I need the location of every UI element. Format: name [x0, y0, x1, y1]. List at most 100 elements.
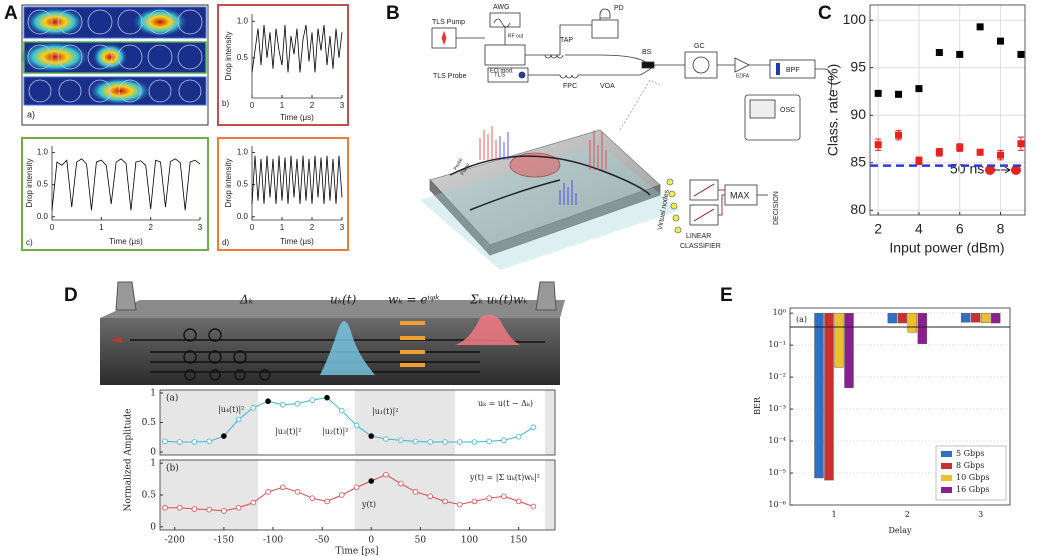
legend-label: 5 Gbps: [956, 449, 984, 458]
data-point: [456, 501, 463, 508]
x-tick-label: 1: [831, 510, 836, 519]
annotation: uₖ = u(t − Δₖ): [478, 399, 533, 408]
data-point: [412, 489, 419, 495]
data-point: [235, 416, 242, 423]
data-point: [368, 478, 375, 484]
y-tick-label: 10⁻⁵: [768, 468, 786, 477]
y-tick-label: 10⁻¹: [768, 340, 786, 349]
axes: [251, 14, 342, 99]
x-tick-label: 3: [198, 223, 203, 232]
data-point: [456, 439, 463, 445]
panel-label: B: [386, 3, 400, 24]
data-point: [471, 498, 478, 505]
data-point: [442, 439, 448, 445]
annotation: |u₂(t)|²: [322, 427, 348, 436]
data-point: [486, 438, 492, 445]
legend-label: 8 Gbps: [956, 461, 984, 470]
diagram-label: OSC: [780, 107, 795, 114]
y-tick-label: 0: [150, 522, 156, 532]
plot-tag: d): [222, 238, 229, 247]
x-tick-label: 2: [310, 223, 315, 232]
data-point: [383, 471, 389, 478]
equation-label: Δₖ: [239, 293, 254, 307]
x-axis-label: Delay: [889, 526, 912, 535]
data-point: [265, 398, 271, 405]
y-tick-label: 10⁻²: [768, 372, 786, 381]
annotation: y(t) = |Σ uₖ(t)wₖ|²: [469, 473, 540, 482]
plot-tag: c): [26, 238, 33, 247]
y-tick-label: 0.5: [142, 418, 157, 428]
diagram-label: TLS Probe: [433, 73, 467, 80]
data-point: [176, 504, 183, 511]
data-point: [338, 407, 345, 414]
diagram-label: Pump: [460, 162, 472, 177]
data-point: [206, 506, 212, 513]
y-tick-label: 1.0: [237, 148, 249, 157]
x-tick-label: 100: [461, 536, 478, 546]
data-point: [1017, 140, 1025, 148]
legend-swatch: [941, 487, 952, 493]
data-point: [250, 404, 257, 411]
data-point: [997, 151, 1005, 159]
data-point: [895, 131, 903, 139]
x-tick-label: -100: [263, 536, 283, 546]
y-tick-label: 10⁰: [773, 308, 786, 317]
data-point: [250, 499, 257, 506]
data-point: [162, 438, 168, 445]
data-point: [221, 433, 227, 439]
data-point: [412, 438, 419, 445]
equation-label: Σₖ uₖ(t)wₖ: [469, 293, 528, 307]
data-point: [515, 498, 522, 505]
bar: [824, 312, 834, 481]
y-axis-label: Drop intensity: [224, 32, 233, 81]
chip-illustration: [100, 281, 565, 385]
data-point: [915, 85, 923, 93]
data-point: [221, 508, 227, 514]
x-tick-label: 1: [280, 223, 285, 232]
diagram-label: EO mod.: [490, 69, 514, 75]
x-tick-label: 0: [368, 536, 374, 546]
diagram-label: Probe: [453, 157, 465, 172]
y-tick-label: 100: [843, 11, 867, 27]
plot-tag: b): [222, 99, 229, 108]
y-tick-label: 1: [150, 388, 156, 398]
legend-label: 16 Gbps: [956, 485, 989, 494]
diagram-label: TLS Pump: [432, 19, 465, 26]
data-line: [251, 24, 343, 73]
plot-frame: [869, 4, 1026, 216]
panel-frame: [217, 4, 349, 126]
diagram-label: AWG: [493, 4, 509, 11]
data-point: [530, 424, 537, 431]
axes: [51, 146, 200, 221]
y-tick-label: 10⁻⁶: [768, 500, 786, 509]
legend-swatch: [941, 463, 952, 469]
data-line: [51, 158, 201, 211]
bar: [970, 312, 981, 323]
y-tick-label: 1.0: [37, 148, 49, 157]
x-tick-label: 150: [510, 536, 527, 546]
x-tick-label: 0: [250, 101, 255, 110]
diagram-label: TAP: [560, 37, 573, 44]
data-point: [471, 439, 478, 445]
bar: [990, 312, 1001, 324]
annotation: |u₃(t)|²: [275, 427, 301, 436]
plot-tag: (a): [166, 393, 178, 404]
x-tick-label: 1: [99, 223, 104, 232]
x-tick-label: 3: [978, 510, 983, 519]
data-point: [235, 504, 242, 511]
data-point: [501, 437, 507, 444]
data-point: [1017, 50, 1025, 58]
data-point: [309, 397, 316, 403]
data-point: [338, 492, 345, 498]
data-point: [956, 144, 964, 152]
data-point: [265, 489, 271, 495]
bar: [907, 312, 918, 333]
data-point: [324, 394, 330, 401]
y-tick-label: 85: [850, 153, 866, 169]
data-point: [353, 484, 360, 491]
panel-frame: [21, 137, 209, 251]
diagram-label: LINEAR: [686, 233, 711, 240]
equation-label: wₖ = eⁱᵠᵏ: [388, 293, 440, 307]
data-point: [397, 437, 404, 444]
